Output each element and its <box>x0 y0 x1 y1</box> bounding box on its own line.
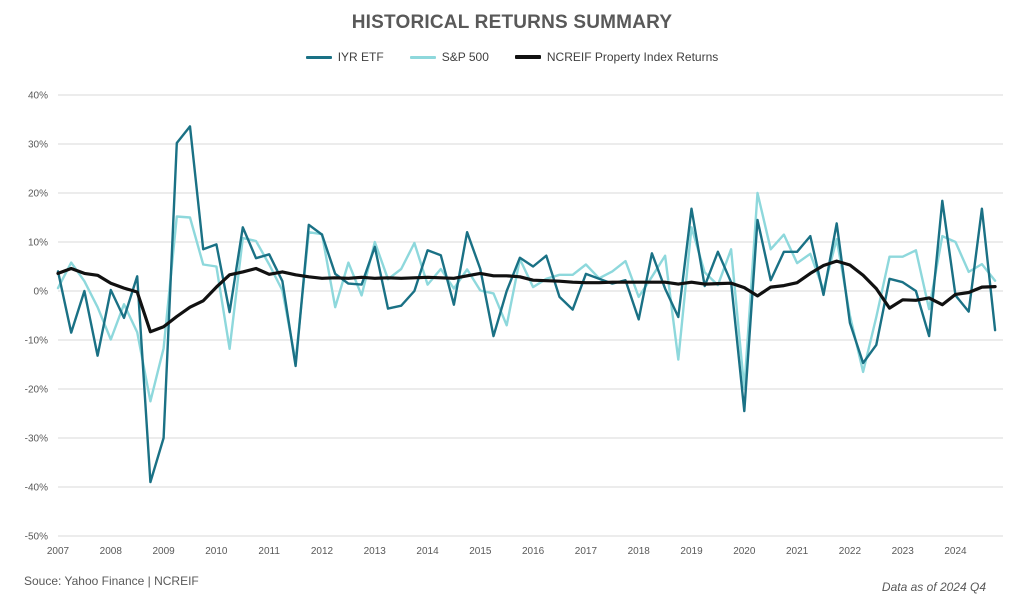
y-tick-label: -20% <box>25 385 48 396</box>
x-tick-label: 2023 <box>892 546 915 557</box>
y-tick-label: 40% <box>28 91 48 102</box>
legend-item-ncreif: NCREIF Property Index Returns <box>514 50 719 64</box>
y-tick-label: 30% <box>28 140 48 151</box>
legend-label-sp500: S&P 500 <box>441 50 489 64</box>
x-tick-label: 2020 <box>733 546 756 557</box>
source-note: Souce: Yahoo Finance | NCREIF <box>24 574 199 588</box>
legend-label-ncreif: NCREIF Property Index Returns <box>546 50 719 64</box>
x-tick-label: 2017 <box>575 546 598 557</box>
x-tick-label: 2012 <box>311 546 334 557</box>
y-tick-label: -50% <box>25 532 48 543</box>
legend-swatch-iyr-etf <box>305 55 332 59</box>
y-tick-label: -10% <box>25 336 48 347</box>
x-tick-label: 2008 <box>100 546 123 557</box>
y-tick-label: -40% <box>25 483 48 494</box>
y-tick-label: 10% <box>28 238 48 249</box>
chart-legend: IYR ETF S&P 500 NCREIF Property Index Re… <box>0 50 1024 64</box>
legend-swatch-sp500 <box>409 55 436 59</box>
chart-title: HISTORICAL RETURNS SUMMARY <box>351 12 673 33</box>
x-tick-label: 2022 <box>839 546 862 557</box>
series-line-s-p-500 <box>56 191 997 403</box>
y-tick-label: 0% <box>34 287 49 298</box>
x-tick-label: 2021 <box>786 546 809 557</box>
x-tick-label: 2009 <box>152 546 175 557</box>
y-tick-label: 20% <box>28 189 48 200</box>
x-tick-label: 2015 <box>469 546 492 557</box>
x-tick-label: 2010 <box>205 546 228 557</box>
x-tick-label: 2018 <box>628 546 651 557</box>
legend-label-iyr-etf: IYR ETF <box>337 50 384 64</box>
x-tick-label: 2014 <box>416 546 439 557</box>
x-tick-label: 2007 <box>47 546 70 557</box>
x-tick-label: 2019 <box>680 546 703 557</box>
x-tick-label: 2016 <box>522 546 545 557</box>
series-line-ncreif-property-index-returns <box>56 259 997 334</box>
legend-swatch-ncreif <box>514 55 541 59</box>
series-line-iyr-etf <box>56 125 997 484</box>
x-tick-label: 2024 <box>944 546 967 557</box>
data-as-of-note: Data as of 2024 Q4 <box>881 580 986 594</box>
legend-item-iyr-etf: IYR ETF <box>305 50 384 64</box>
y-tick-label: -30% <box>25 434 48 445</box>
x-tick-label: 2013 <box>364 546 387 557</box>
x-tick-label: 2011 <box>258 546 280 557</box>
legend-item-sp500: S&P 500 <box>409 50 489 64</box>
